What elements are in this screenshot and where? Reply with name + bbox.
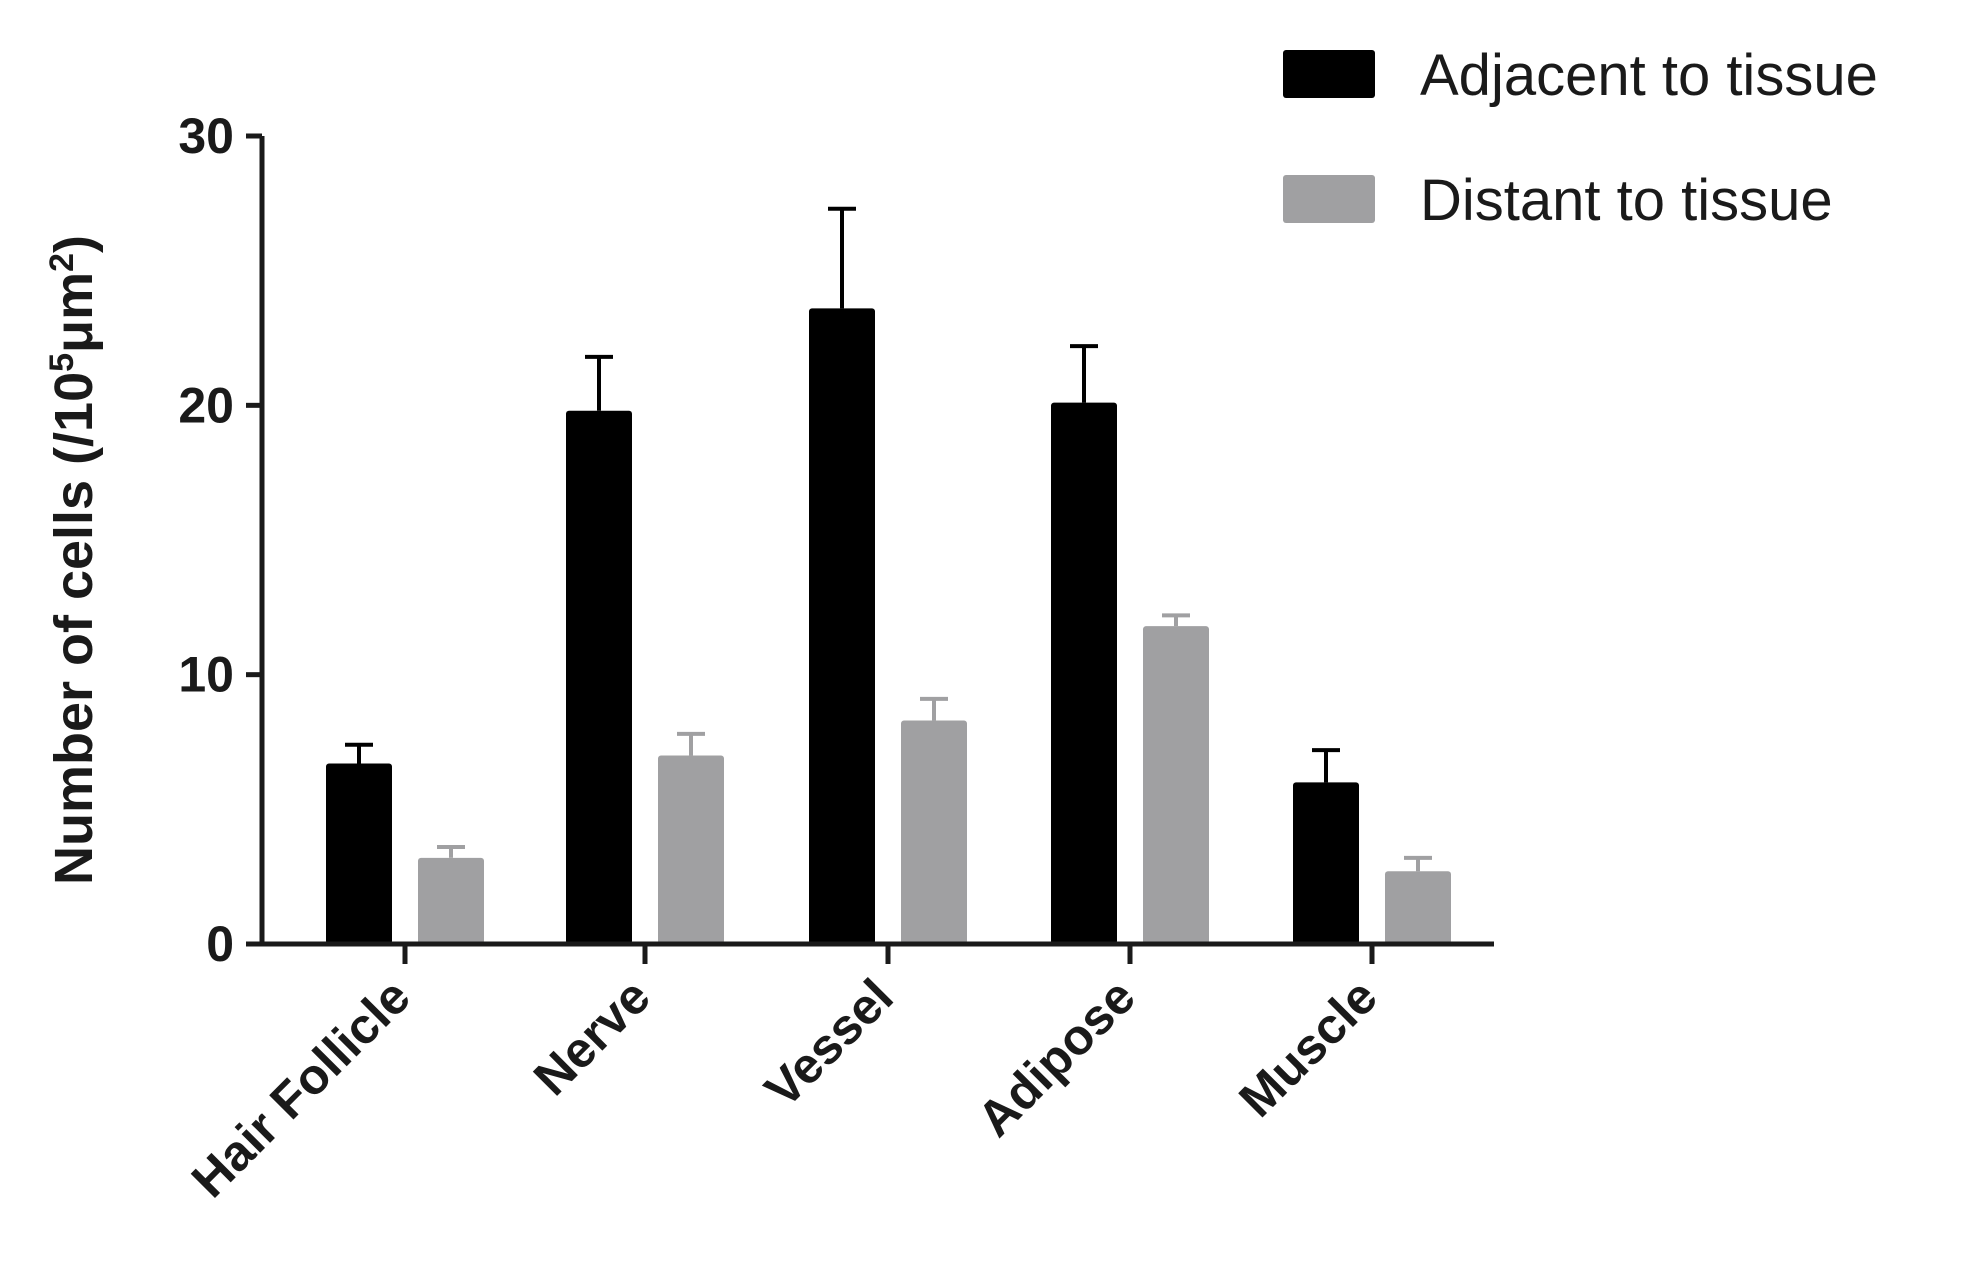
bar-distant-adipose (1143, 626, 1209, 944)
bar-distant-hair-follicle (418, 857, 484, 944)
bar-distant-vessel (901, 720, 967, 944)
y-axis-title-exp2: 2 (43, 253, 81, 272)
y-axis-title-exp1: 5 (43, 353, 81, 372)
bar-adjacent-vessel (809, 308, 875, 945)
x-category-label: Hair Follicle (181, 968, 421, 1208)
error-bars-layer (345, 206, 1432, 872)
x-ticks: Hair Follicle Nerve Vessel Adipose Muscle (181, 944, 1388, 1208)
bar-adjacent-adipose (1051, 402, 1117, 944)
y-tick-label: 20 (178, 377, 234, 433)
legend-label-adjacent: Adjacent to tissue (1420, 43, 1878, 108)
bar-adjacent-nerve (566, 410, 632, 945)
legend-swatch-distant (1283, 175, 1375, 223)
axes-layer (259, 136, 1494, 947)
x-category-label: Vessel (754, 968, 904, 1118)
y-tick-label: 10 (178, 647, 234, 703)
y-axis-title-main: Number of cells (/10 (44, 372, 104, 885)
bar-distant-muscle (1385, 871, 1451, 944)
x-category-label: Adipose (967, 968, 1146, 1147)
bars-layer (326, 308, 1451, 945)
bar-distant-nerve (658, 755, 724, 944)
y-axis-title-unit: μm (44, 272, 104, 353)
legend-label-distant: Distant to tissue (1420, 168, 1833, 233)
bar-adjacent-muscle (1293, 782, 1359, 944)
bar-adjacent-hair-follicle (326, 763, 392, 944)
x-category-label: Muscle (1228, 968, 1387, 1127)
x-category-label: Nerve (523, 968, 661, 1106)
y-tick-label: 30 (178, 108, 234, 164)
y-axis-title: Number of cells (/105μm2) (43, 235, 104, 885)
y-axis-title-close: ) (44, 235, 104, 253)
legend: Adjacent to tissue Distant to tissue (1283, 43, 1878, 233)
legend-swatch-adjacent (1283, 50, 1375, 98)
y-ticks: 0 10 20 30 (178, 108, 262, 972)
y-tick-label: 0 (206, 916, 234, 972)
